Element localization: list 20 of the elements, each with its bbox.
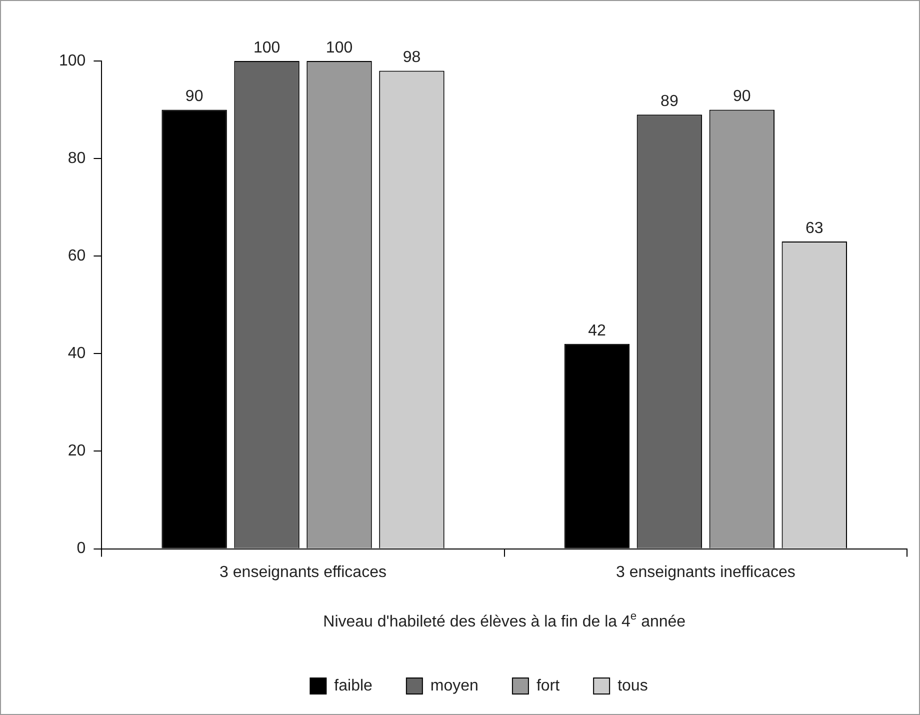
legend-label: faible (334, 677, 373, 694)
legend-label: fort (536, 677, 560, 694)
x-tick-label: 3 enseignants efficaces (220, 564, 386, 581)
data-label: 42 (588, 322, 606, 340)
data-label: 100 (326, 39, 353, 56)
y-tick-label: 20 (68, 442, 86, 460)
data-label: 100 (253, 39, 280, 56)
data-label: 98 (402, 49, 421, 66)
data-label: 90 (733, 88, 751, 106)
y-tick-label: 0 (76, 540, 86, 558)
legend-label: moyen (430, 677, 478, 694)
y-tick-label: 60 (68, 248, 86, 265)
y-tick-label: 40 (68, 345, 86, 362)
y-tick-label: 80 (68, 150, 86, 167)
legend-label: tous (618, 677, 648, 694)
data-label: 63 (805, 220, 824, 237)
data-label: 90 (185, 88, 204, 106)
data-label: 89 (660, 93, 678, 110)
y-tick-label: 100 (58, 52, 86, 70)
x-tick-label: 3 enseignants inefficaces (616, 564, 796, 581)
